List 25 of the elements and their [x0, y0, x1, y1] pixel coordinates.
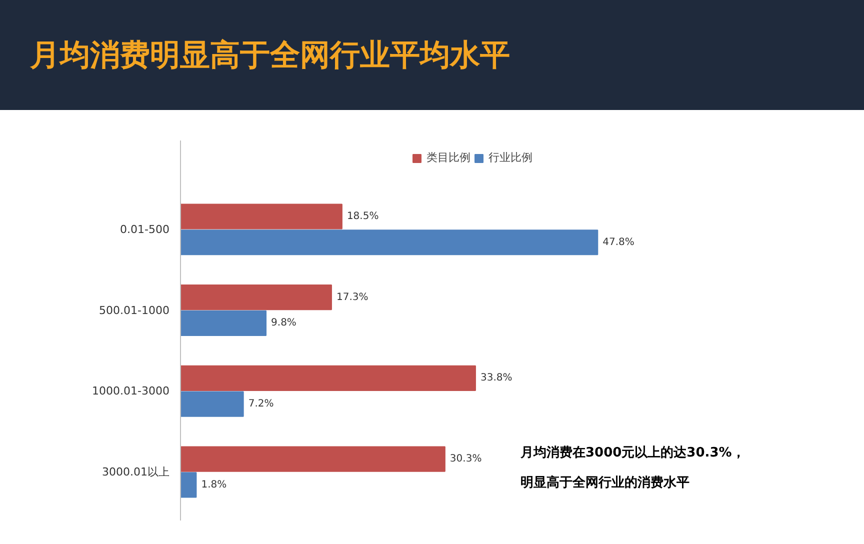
legend-label: 类目比例 [426, 150, 470, 165]
y-tick-label: 0.01-500 [120, 222, 170, 236]
data-label: 7.2% [248, 398, 274, 410]
data-label: 30.3% [450, 454, 482, 465]
bar [180, 365, 476, 391]
bar [180, 204, 342, 230]
chart-title: 月均消费明显高于全网行业平均水平 [30, 37, 510, 75]
data-label: 17.3% [336, 292, 368, 303]
data-label: 47.8% [602, 236, 634, 248]
data-label: 33.8% [480, 372, 512, 384]
bar [180, 472, 197, 498]
data-label: 1.8% [201, 479, 227, 490]
bar [180, 230, 598, 256]
bar [180, 284, 332, 310]
annotation: 月均消费在3000元以上的达30.3%， [520, 446, 745, 460]
bar [180, 391, 244, 417]
data-label: 18.5% [346, 211, 379, 222]
y-tick-label: 1000.01-3000 [92, 384, 170, 398]
data-label: 9.8% [271, 318, 296, 329]
bar [180, 446, 446, 472]
y-tick-label: 3000.01以上 [102, 465, 170, 478]
annotation: 明显高于全网行业的消费水平 [520, 474, 690, 490]
legend-label: 行业比例 [488, 150, 532, 165]
y-tick-label: 500.01-1000 [99, 304, 170, 317]
bar [180, 310, 267, 336]
